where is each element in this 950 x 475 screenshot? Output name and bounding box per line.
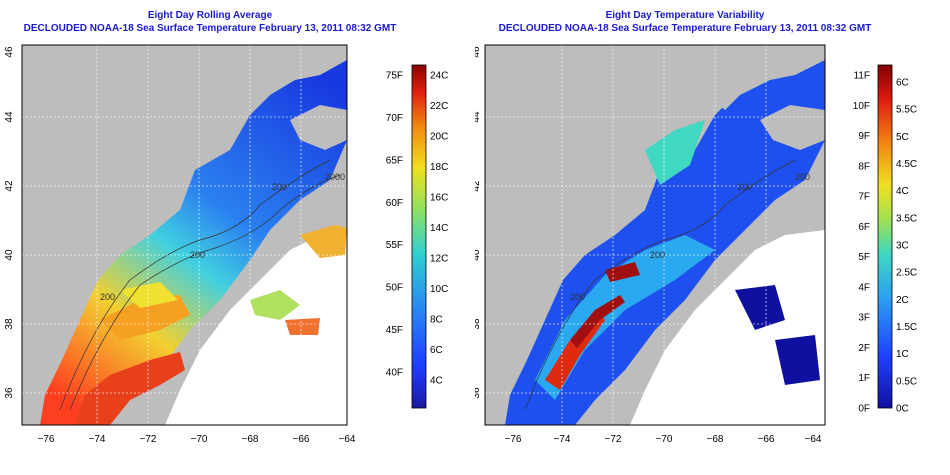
gulf-stream-band: [75, 352, 185, 425]
x-tick-label: −64: [339, 434, 356, 445]
colorbar-fahrenheit-label: 11F: [854, 71, 871, 82]
colorbar-celsius-label: 22C: [430, 101, 448, 112]
colorbar: [877, 64, 893, 409]
colorbar-fahrenheit-label: 65F: [386, 155, 403, 166]
sst-average-map: 200 200 2000 200 −76 −74 −72 −70 −68 −66…: [4, 44, 448, 445]
x-tick-label: −76: [505, 434, 522, 445]
colorbar-fahrenheit-label: 9F: [858, 131, 870, 142]
y-tick-label: 40: [475, 249, 482, 261]
sst-variability-panel: Eight Day Temperature Variability DECLOU…: [475, 0, 950, 475]
colorbar-celsius-label: 2.5C: [896, 268, 917, 279]
colorbar-celsius-label: 16C: [430, 193, 448, 204]
x-tick-label: −72: [140, 434, 157, 445]
colorbar-fahrenheit-label: 70F: [386, 113, 403, 124]
colorbar-celsius-label: 0C: [896, 404, 909, 415]
grid-lines: [485, 45, 825, 425]
colorbar-celsius-label: 5C: [896, 132, 909, 143]
colorbar-fahrenheit-label: 40F: [386, 368, 403, 379]
x-tick-label: −66: [293, 434, 310, 445]
sst-average-panel: Eight Day Rolling Average DECLOUDED NOAA…: [4, 10, 448, 445]
y-tick-label: 44: [475, 111, 482, 123]
no-data-region: [165, 230, 347, 425]
no-data-region: [630, 230, 825, 425]
colorbar-fahrenheit-label: 0F: [858, 404, 870, 415]
x-tick-label: −72: [605, 434, 622, 445]
y-tick-label: 42: [475, 180, 482, 192]
colorbar-fahrenheit-label: 60F: [386, 198, 403, 209]
panel-title: Eight Day Temperature Variability: [605, 10, 765, 21]
y-tick-label: 44: [4, 111, 15, 123]
x-tick-label: −68: [707, 434, 724, 445]
colorbar-celsius-label: 2C: [896, 295, 909, 306]
colorbar-fahrenheit-label: 10F: [853, 101, 870, 112]
panel-subtitle: DECLOUDED NOAA-18 Sea Surface Temperatur…: [498, 23, 872, 34]
x-tick-label: −64: [805, 434, 822, 445]
map-frame: [484, 44, 826, 426]
colorbar-celsius-label: 1C: [896, 349, 909, 360]
contour-label: 200: [737, 182, 752, 192]
y-tick-label: 46: [4, 46, 15, 58]
contour-label: 200: [272, 182, 287, 192]
x-tick-label: −68: [242, 434, 259, 445]
colorbar-fahrenheit-label: 45F: [386, 325, 403, 336]
colorbar-fahrenheit-label: 1F: [858, 373, 870, 384]
panel-title: Eight Day Rolling Average: [147, 10, 273, 21]
colorbar-fahrenheit-label: 8F: [858, 161, 870, 172]
y-tick-label: 38: [475, 318, 482, 330]
colorbar-fahrenheit-label: 75F: [386, 71, 403, 82]
contour-label: 200: [650, 250, 665, 260]
colorbar-celsius-label: 10C: [430, 284, 448, 295]
colorbar-celsius-label: 0.5C: [896, 376, 917, 387]
colorbar-fahrenheit-label: 4F: [858, 282, 870, 293]
colorbar-celsius-label: 20C: [430, 132, 448, 143]
colorbar-celsius-label: 14C: [430, 223, 448, 234]
y-tick-label: 42: [4, 180, 15, 192]
x-tick-label: −70: [656, 434, 673, 445]
colorbar-celsius-label: 3C: [896, 241, 909, 252]
y-tick-label: 36: [475, 387, 482, 399]
colorbar-fahrenheit-label: 2F: [858, 343, 870, 354]
colorbar-celsius-label: 5.5C: [896, 105, 917, 116]
colorbar-celsius-label: 6C: [430, 345, 443, 356]
contour-label: 200: [100, 292, 115, 302]
colorbar-fahrenheit-label: 7F: [858, 192, 870, 203]
x-tick-label: −66: [758, 434, 775, 445]
x-tick-label: −76: [38, 434, 55, 445]
colorbar-fahrenheit-label: 3F: [858, 313, 870, 324]
colorbar-celsius-label: 4C: [896, 186, 909, 197]
colorbar: [411, 64, 427, 409]
colorbar-fahrenheit-label: 55F: [386, 240, 403, 251]
y-tick-label: 46: [475, 46, 482, 58]
sst-variability-map: 200 200 200 200 −76 −74 −72 −70 −68 −66 …: [475, 44, 917, 445]
contour-label: 200: [190, 250, 205, 260]
colorbar-celsius-label: 6C: [896, 78, 909, 89]
colorbar-celsius-label: 24C: [430, 71, 448, 82]
x-tick-label: −74: [554, 434, 571, 445]
contour-label: 200: [795, 172, 810, 182]
map-frame: [21, 44, 348, 426]
colorbar-fahrenheit-label: 6F: [858, 222, 870, 233]
panel-subtitle: DECLOUDED NOAA-18 Sea Surface Temperatur…: [23, 23, 397, 34]
y-tick-label: 40: [4, 249, 15, 261]
colorbar-celsius-label: 18C: [430, 162, 448, 173]
x-tick-label: −70: [191, 434, 208, 445]
colorbar-celsius-label: 8C: [430, 315, 443, 326]
contour-label: 200: [570, 292, 585, 302]
colorbar-fahrenheit-label: 5F: [858, 252, 870, 263]
colorbar-celsius-label: 3.5C: [896, 213, 917, 224]
grid-lines: [22, 45, 347, 425]
colorbar-celsius-label: 4.5C: [896, 159, 917, 170]
colorbar-fahrenheit-label: 50F: [386, 283, 403, 294]
x-tick-label: −74: [89, 434, 106, 445]
colorbar-celsius-label: 1.5C: [896, 322, 917, 333]
colorbar-celsius-label: 12C: [430, 254, 448, 265]
contour-label: 2000: [325, 172, 345, 182]
y-tick-label: 38: [4, 318, 15, 330]
y-tick-label: 36: [4, 387, 15, 399]
colorbar-celsius-label: 4C: [430, 376, 443, 387]
